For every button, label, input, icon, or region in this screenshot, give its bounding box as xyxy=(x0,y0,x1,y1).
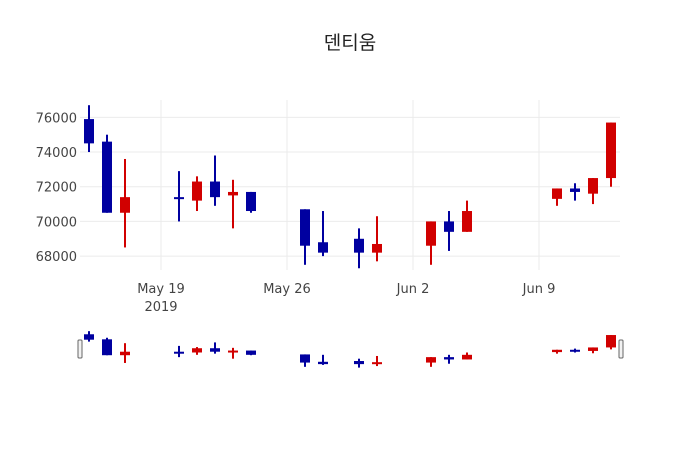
candle[interactable] xyxy=(372,355,382,367)
candle[interactable] xyxy=(552,188,562,206)
candle[interactable] xyxy=(210,342,220,354)
chart-title: 덴티움 xyxy=(323,32,377,54)
candle[interactable] xyxy=(246,350,256,356)
x-tick-year: 2019 xyxy=(144,300,177,315)
y-tick-label: 76000 xyxy=(36,111,77,126)
y-tick-label: 74000 xyxy=(36,146,77,161)
candle[interactable] xyxy=(354,358,364,368)
x-tick-label: Jun 2 xyxy=(396,282,430,297)
candle[interactable] xyxy=(606,335,616,350)
candle[interactable] xyxy=(300,354,310,367)
y-tick-label: 68000 xyxy=(36,250,77,265)
candle[interactable] xyxy=(606,122,616,187)
candle[interactable] xyxy=(372,216,382,262)
candle[interactable] xyxy=(300,209,310,265)
candle[interactable] xyxy=(192,347,202,355)
y-tick-label: 70000 xyxy=(36,215,77,230)
candle[interactable] xyxy=(228,179,238,229)
candle[interactable] xyxy=(120,343,130,363)
y-axis: 68000 70000 72000 74000 76000 xyxy=(36,111,77,265)
candle[interactable] xyxy=(444,211,454,251)
candle[interactable] xyxy=(174,345,184,358)
candle[interactable] xyxy=(318,211,328,257)
candle[interactable] xyxy=(120,158,130,248)
candle[interactable] xyxy=(228,347,238,359)
candle[interactable] xyxy=(588,347,598,354)
range-slider-right-handle[interactable] xyxy=(618,339,624,359)
x-tick-label: Jun 9 xyxy=(522,282,556,297)
candle[interactable] xyxy=(426,357,436,367)
candle[interactable] xyxy=(444,354,454,364)
candle[interactable] xyxy=(462,200,472,232)
candle[interactable] xyxy=(246,191,256,213)
range-slider-left-handle[interactable] xyxy=(77,339,83,359)
y-tick-label: 72000 xyxy=(36,181,77,196)
candle[interactable] xyxy=(354,228,364,269)
gridlines xyxy=(80,100,620,270)
candle[interactable] xyxy=(84,105,94,153)
x-tick-label: May 19 xyxy=(137,282,185,297)
candle[interactable] xyxy=(210,155,220,206)
candle[interactable] xyxy=(552,349,562,354)
candle[interactable] xyxy=(588,178,598,205)
candle[interactable] xyxy=(192,176,202,212)
candle[interactable] xyxy=(570,348,580,353)
candle[interactable] xyxy=(426,221,436,265)
x-axis: May 19 2019 May 26 Jun 2 Jun 9 xyxy=(137,282,555,315)
candle[interactable] xyxy=(462,352,472,360)
candle[interactable] xyxy=(102,337,112,356)
candle[interactable] xyxy=(102,134,112,213)
candle[interactable] xyxy=(84,331,94,342)
x-tick-label: May 26 xyxy=(263,282,311,297)
candle[interactable] xyxy=(318,354,328,365)
candle[interactable] xyxy=(174,171,184,222)
range-slider[interactable] xyxy=(77,331,624,368)
candle[interactable] xyxy=(570,183,580,201)
candles[interactable] xyxy=(84,105,616,269)
